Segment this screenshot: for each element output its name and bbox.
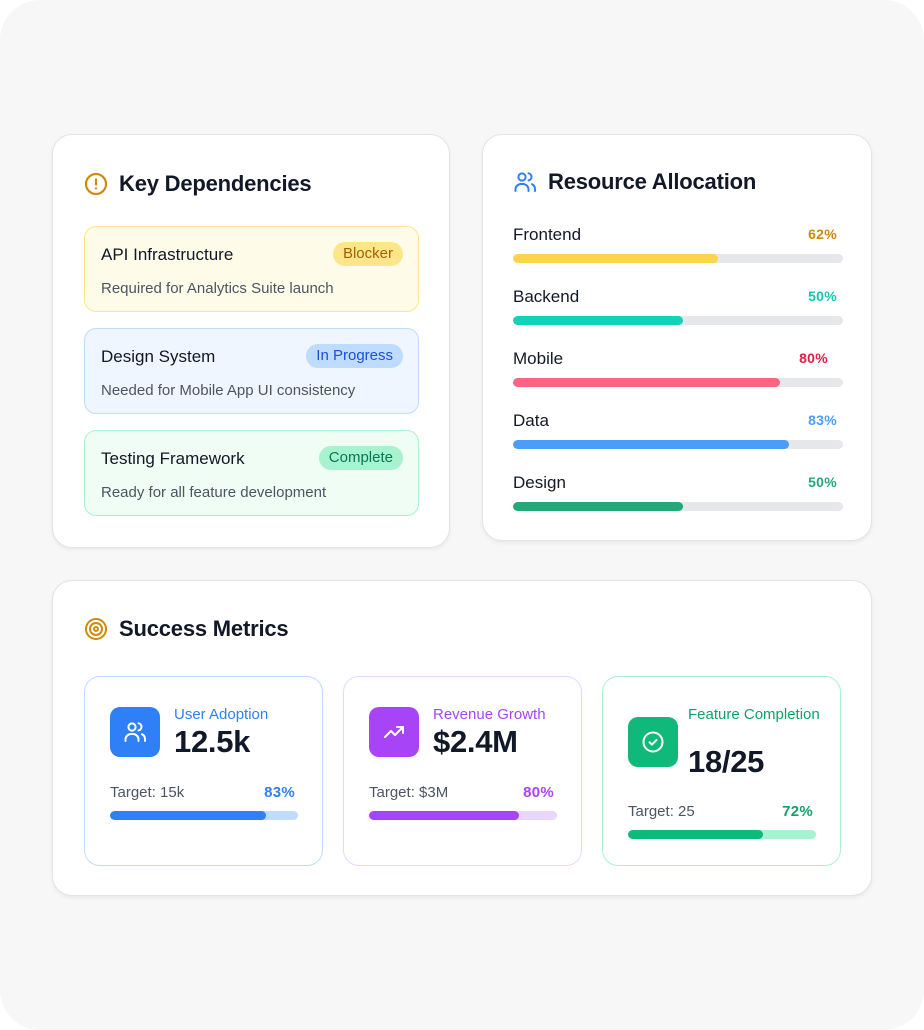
dependency-description: Ready for all feature development [101,484,327,501]
resource-allocation-card: Resource Allocation Frontend 62% Backend… [482,134,872,541]
metric-label: Feature Completion [688,706,820,723]
resource-row-design: Design 50% [513,473,843,513]
dependency-name: Testing Framework [101,449,245,468]
metric-progress-bar [369,811,557,820]
resource-team-name: Frontend [513,225,582,244]
dependency-name: API Infrastructure [101,245,234,264]
success-metrics-header: Success Metrics [84,616,289,642]
dependency-item-design-system[interactable]: Design System In Progress Needed for Mob… [84,328,419,414]
status-badge-blocker: Blocker [332,242,403,266]
metric-user-adoption[interactable]: User Adoption 12.5k Target: 15k 83% [84,676,323,866]
metric-value: 18/25 [688,744,765,779]
resource-row-backend: Backend 50% [513,287,843,327]
resource-row-data: Data 83% [513,411,843,451]
metric-feature-completion[interactable]: Feature Completion 18/25 Target: 25 72% [602,676,841,866]
target-icon [84,617,108,641]
resource-progress-fill [513,254,718,263]
success-metrics-title: Success Metrics [119,616,289,641]
resource-percent: 50% [808,474,837,490]
metric-progress-bar [110,811,298,820]
resource-progress-bar [513,316,843,325]
status-badge-complete: Complete [318,446,403,470]
metric-label: Revenue Growth [433,706,546,723]
resource-percent: 80% [799,350,828,366]
dependency-item-api-infrastructure[interactable]: API Infrastructure Blocker Required for … [84,226,419,312]
trending-up-icon [369,707,419,757]
resource-progress-fill [513,378,781,387]
resource-percent: 50% [808,288,837,304]
resource-allocation-title: Resource Allocation [548,169,757,194]
check-circle-icon [628,717,678,767]
resource-team-name: Backend [513,287,580,306]
resource-percent: 62% [808,226,837,242]
key-dependencies-title: Key Dependencies [119,171,312,196]
metric-progress-fill [110,811,267,820]
resource-progress-bar [513,502,843,511]
users-icon [513,170,537,194]
users-icon [110,707,160,757]
alert-circle-icon [84,172,108,196]
success-metrics-card: Success Metrics User Adoption 12.5k Targ… [52,580,872,896]
resource-allocation-header: Resource Allocation [513,169,756,195]
resource-percent: 83% [808,412,837,428]
resource-progress-bar [513,440,843,449]
resource-team-name: Design [513,473,566,492]
dependency-name: Design System [101,347,216,366]
resource-progress-fill [513,316,683,325]
dependency-item-testing-framework[interactable]: Testing Framework Complete Ready for all… [84,430,419,516]
resource-progress-fill [513,440,789,449]
metric-revenue-growth[interactable]: Revenue Growth $2.4M Target: $3M 80% [343,676,582,866]
status-badge-in-progress: In Progress [306,344,403,368]
metric-percent: 80% [523,784,554,801]
metric-label: User Adoption [174,706,269,723]
dependency-description: Needed for Mobile App UI consistency [101,382,356,399]
metric-progress-fill [369,811,520,820]
dependency-description: Required for Analytics Suite launch [101,280,334,297]
resource-progress-fill [513,502,683,511]
resource-team-name: Data [513,411,549,430]
metric-value: 12.5k [174,724,251,759]
metric-progress-fill [628,830,764,839]
resource-row-mobile: Mobile 80% [513,349,843,389]
metric-percent: 72% [782,803,813,820]
metric-target: Target: 25 [628,803,695,820]
key-dependencies-card: Key Dependencies API Infrastructure Bloc… [52,134,450,548]
resource-progress-bar [513,254,843,263]
metric-value: $2.4M [433,724,518,759]
resource-row-frontend: Frontend 62% [513,225,843,265]
metric-percent: 83% [264,784,295,801]
key-dependencies-header: Key Dependencies [84,171,312,197]
metric-progress-bar [628,830,816,839]
metric-target: Target: $3M [369,784,449,801]
resource-team-name: Mobile [513,349,564,368]
metric-target: Target: 15k [110,784,185,801]
resource-progress-bar [513,378,843,387]
